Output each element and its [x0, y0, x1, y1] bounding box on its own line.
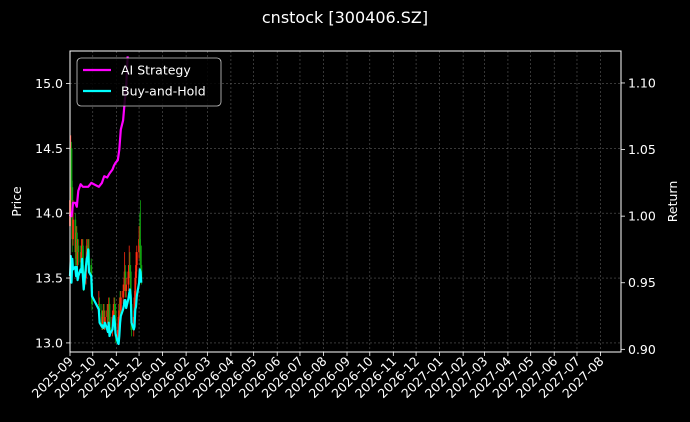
candle-body	[139, 245, 142, 266]
candle-body	[108, 303, 111, 328]
candle-body	[118, 303, 121, 317]
y-right-tick-label: 1.00	[628, 209, 656, 224]
candle-body	[125, 284, 128, 292]
candle-body	[112, 310, 115, 317]
candle-body	[124, 271, 127, 292]
candle-body	[76, 245, 79, 266]
y-right-tick-label: 0.95	[628, 275, 656, 290]
candle-body	[119, 297, 122, 311]
candle-body	[113, 303, 116, 311]
candle-body	[101, 316, 104, 324]
y-left-tick-label: 15.0	[35, 76, 63, 91]
y-left-tick-label: 13.5	[35, 271, 63, 286]
y-left-tick-label: 14.0	[35, 206, 63, 221]
y-left-tick-label: 14.5	[35, 141, 63, 156]
y-right-tick-label: 1.10	[628, 75, 656, 90]
legend: AI Strategy Buy-and-Hold	[76, 57, 222, 107]
chart-title: cnstock [300406.SZ]	[262, 8, 428, 27]
candle-body	[117, 316, 120, 330]
candle-body	[116, 329, 119, 337]
candle-body	[138, 239, 141, 246]
y-axis-label-right: Return	[665, 181, 680, 222]
candle-body	[135, 252, 138, 266]
y-right-tick-label: 1.05	[628, 142, 656, 157]
candle-body	[129, 271, 132, 304]
candle-body	[122, 284, 125, 292]
legend-box	[76, 57, 222, 107]
candle-body	[104, 316, 106, 324]
legend-label: Buy-and-Hold	[121, 84, 206, 99]
plot-frame	[69, 50, 622, 353]
candle-body	[129, 265, 131, 272]
candle-body	[109, 327, 112, 330]
candle-body	[72, 219, 74, 240]
y-left-tick-label: 13.0	[35, 335, 63, 350]
candle-body	[135, 265, 137, 279]
y-right-tick-label: 0.90	[628, 342, 656, 357]
plot-area: 2025-092025-102025-112025-122026-012026-…	[9, 0, 680, 401]
candle-body	[98, 303, 101, 311]
candle-body	[80, 252, 83, 263]
candle-body	[70, 148, 73, 188]
candle-body	[134, 278, 137, 298]
series-line-ai-strategy	[68, 56, 129, 218]
candle-body	[77, 245, 80, 253]
candle-body	[122, 291, 125, 298]
candle-body	[133, 297, 136, 317]
candle-body	[127, 271, 130, 285]
plot-top-clip	[70, 0, 621, 51]
legend-label: AI Strategy	[121, 63, 191, 78]
series-line-buy-and-hold	[68, 248, 143, 346]
y-axis-label-left: Price	[9, 186, 24, 217]
